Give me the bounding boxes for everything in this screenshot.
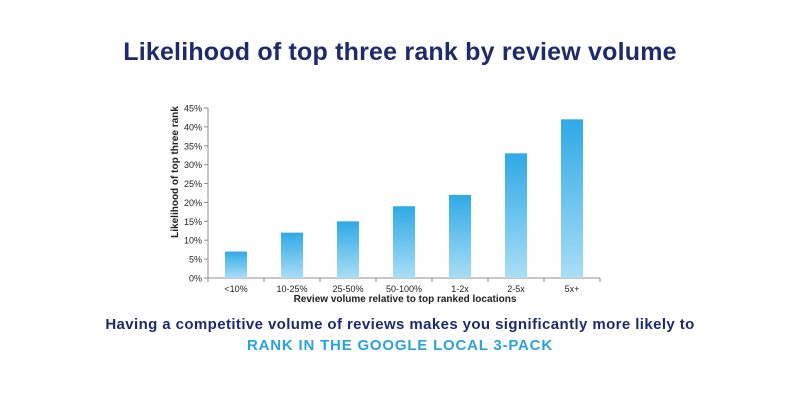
- footer-line-2: RANK IN THE GOOGLE LOCAL 3-PACK: [247, 337, 553, 354]
- y-tick-label: 30%: [184, 160, 202, 170]
- y-tick-label: 10%: [184, 236, 202, 246]
- y-tick-label: 25%: [184, 179, 202, 189]
- page-title: Likelihood of top three rank by review v…: [123, 38, 677, 66]
- footer-line-1: Having a competitive volume of reviews m…: [105, 316, 695, 333]
- bar-4: [449, 194, 471, 278]
- x-tick-label: 25-50%: [332, 284, 363, 294]
- y-tick-label: 35%: [184, 141, 202, 151]
- y-tick-label: 15%: [184, 217, 202, 227]
- footer: Having a competitive volume of reviews m…: [0, 316, 800, 354]
- y-tick-label: 5%: [189, 255, 202, 265]
- chart-bars: [225, 119, 583, 278]
- x-axis-label: Review volume relative to top ranked loc…: [294, 294, 517, 305]
- y-tick-label: 40%: [184, 122, 202, 132]
- y-tick-labels: 0% 5% 10% 15% 20% 25% 30% 35% 40% 45%: [184, 104, 202, 284]
- y-tick-label: 20%: [184, 198, 202, 208]
- y-tick-label: 0%: [189, 274, 202, 284]
- x-tick-label: 50-100%: [386, 284, 422, 294]
- x-tick-label: 2-5x: [507, 284, 525, 294]
- x-tick-label: 10-25%: [276, 284, 307, 294]
- bar-2: [337, 221, 359, 278]
- bar-5: [505, 153, 527, 278]
- bar-3: [393, 206, 415, 278]
- bar-0: [225, 251, 247, 278]
- x-tick-label: 5x+: [565, 284, 580, 294]
- bar-6: [561, 119, 583, 278]
- x-tick-labels: <10% 10-25% 25-50% 50-100% 1-2x 2-5x 5x+: [224, 284, 579, 294]
- bar-1: [281, 232, 303, 278]
- y-tick-label: 45%: [184, 104, 202, 114]
- x-tick-label: 1-2x: [451, 284, 469, 294]
- x-tick-label: <10%: [224, 284, 247, 294]
- y-axis-label: Likelihood of top three rank: [170, 106, 181, 238]
